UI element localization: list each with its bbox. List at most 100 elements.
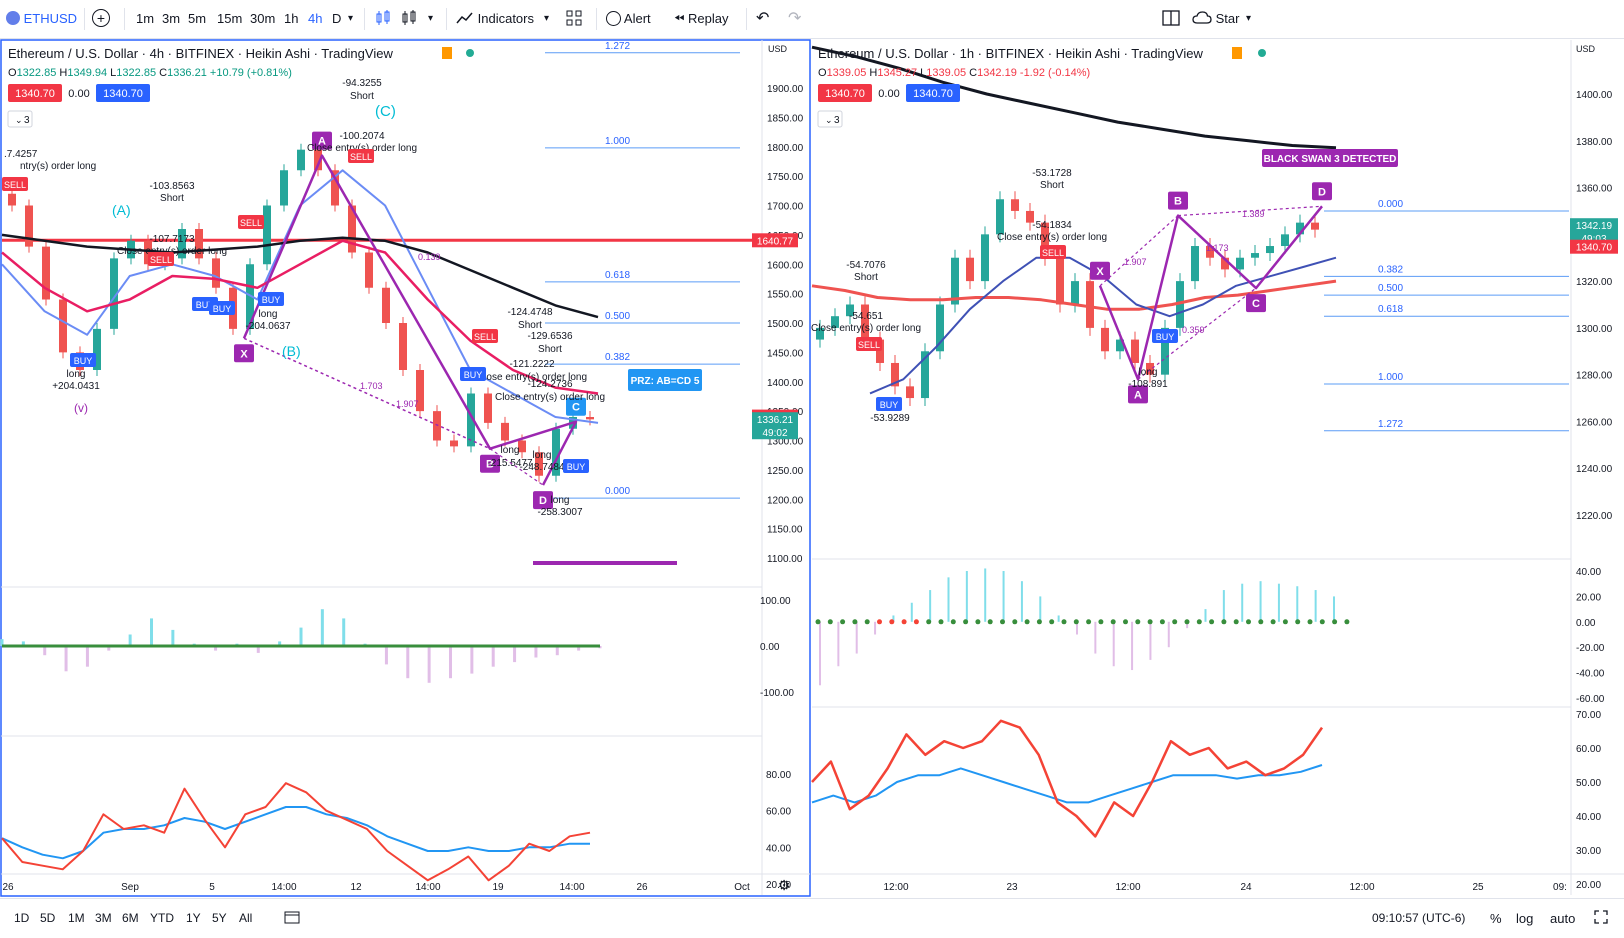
- range-6m[interactable]: 6M: [122, 911, 139, 925]
- left-signal-label: SELL: [350, 152, 372, 162]
- range-ytd[interactable]: YTD: [150, 911, 174, 925]
- indicators-button[interactable]: Indicators: [456, 0, 534, 38]
- layout-grid-icon[interactable]: [566, 0, 582, 38]
- star-dropdown-icon[interactable]: ▾: [1246, 13, 1252, 24]
- right-bid-button[interactable]: [818, 84, 872, 102]
- compare-add-button[interactable]: +: [92, 0, 110, 38]
- layout-split-icon[interactable]: [1162, 0, 1180, 38]
- right-oscillator-pane[interactable]: 40.00 20.00 0.00 -20.00 -40.00 -60.00: [815, 567, 1605, 705]
- left-candle: [246, 264, 254, 329]
- undo-icon[interactable]: ↶: [756, 10, 770, 27]
- left-fib-label: 1.000: [605, 136, 630, 147]
- right-fib-label: 0.500: [1378, 283, 1403, 294]
- indicators-dropdown-icon[interactable]: ▾: [544, 13, 550, 24]
- timeframe-15m[interactable]: 15m: [217, 11, 243, 26]
- bottom-toolbar: 1D 5D 1M 3M 6M YTD 1Y 5Y All 09:10:57 (UTC-6) % …: [0, 898, 1624, 938]
- range-3m[interactable]: 3M: [95, 911, 112, 925]
- chart-type-dropdown-icon[interactable]: ▾: [428, 13, 434, 24]
- right-price-tag: [1570, 239, 1618, 254]
- right-rsi-tick: 70.00: [1576, 710, 1601, 721]
- range-1y[interactable]: 1Y: [186, 911, 201, 925]
- right-legend-toggle[interactable]: [817, 110, 843, 128]
- timeframe-1h[interactable]: 1h: [284, 11, 299, 26]
- right-rsi-pane[interactable]: 70.00 60.00 50.00 40.00 30.00 20.00: [811, 710, 1601, 891]
- left-candle: [314, 149, 322, 171]
- right-fib-label: 0.000: [1378, 199, 1403, 210]
- right-main-pane[interactable]: 1400.001380.001360.001340.001320.001300.…: [811, 45, 1618, 893]
- timeframe-1m[interactable]: 1m: [136, 11, 155, 26]
- timeframe-dropdown-icon[interactable]: ▾: [348, 13, 354, 24]
- range-1d[interactable]: 1D: [14, 911, 30, 925]
- left-trade-annotation: -215.5477: [487, 458, 532, 469]
- timeframe-5m[interactable]: 5m: [188, 11, 207, 26]
- timeframe-4h[interactable]: 4h: [308, 11, 323, 26]
- left-fib-label: 0.382: [605, 352, 630, 363]
- bar-style-candles-icon[interactable]: [374, 0, 392, 38]
- charts-canvas[interactable]: 1900.001850.001800.001750.001700.001650.…: [0, 39, 1624, 897]
- symbol-search-button[interactable]: ETHUSD: [6, 0, 77, 38]
- right-ask-button[interactable]: [906, 84, 960, 102]
- left-fib-label: 1.272: [605, 41, 630, 52]
- timeframe-3m[interactable]: 3m: [162, 11, 181, 26]
- right-osc-dot: [1110, 619, 1116, 625]
- log-toggle[interactable]: log: [1516, 911, 1534, 926]
- auto-toggle[interactable]: auto: [1550, 911, 1576, 926]
- settings-gear-icon[interactable]: ⚙: [778, 877, 791, 893]
- right-trade-annotation: -53.9289: [870, 413, 910, 424]
- timeframe-d[interactable]: D: [332, 11, 342, 26]
- left-signal-label: BUY: [196, 300, 215, 310]
- right-candle: [1161, 327, 1169, 375]
- right-time-tick: 12:00: [1115, 882, 1140, 893]
- range-5d[interactable]: 5D: [40, 911, 56, 925]
- right-trade-annotation: long: [1139, 367, 1158, 378]
- right-osc-dot: [1184, 619, 1190, 625]
- right-currency-label[interactable]: USD: [1576, 44, 1596, 54]
- left-price-tag: [752, 412, 798, 427]
- right-price-tick: 1260.00: [1576, 417, 1613, 428]
- goto-date-icon[interactable]: [284, 899, 300, 938]
- left-signal-marker: [70, 353, 96, 367]
- percent-toggle[interactable]: %: [1490, 911, 1502, 926]
- left-bid-button[interactable]: [8, 84, 62, 102]
- right-ohlc: O1339.05 H1345.27 L1339.05 C1342.19 -1.9…: [818, 67, 1090, 79]
- right-osc-dot: [1123, 619, 1128, 625]
- redo-icon[interactable]: ↷: [788, 10, 802, 27]
- alert-button[interactable]: Alert: [606, 0, 651, 38]
- left-signal-label: BUY: [213, 304, 232, 314]
- chart-type-heikin-icon[interactable]: [400, 0, 418, 38]
- clock-timezone[interactable]: 09:10:57 (UTC-6): [1372, 911, 1466, 925]
- left-signal-marker: [2, 177, 28, 191]
- range-1m[interactable]: 1M: [68, 911, 85, 925]
- left-ask-button[interactable]: [96, 84, 150, 102]
- left-trade-annotation: long: [551, 495, 570, 506]
- left-oscillator-pane[interactable]: 100.00 0.00 -100.00: [0, 596, 794, 699]
- chart-workspace[interactable]: 1900.001850.001800.001750.001700.001650.…: [0, 39, 1624, 897]
- right-osc-dot: [1233, 619, 1239, 625]
- right-signal-label: SELL: [858, 340, 880, 350]
- range-5y[interactable]: 5Y: [212, 911, 227, 925]
- right-candle: [1206, 246, 1214, 258]
- left-main-pane[interactable]: 1900.001850.001800.001750.001700.001650.…: [1, 41, 804, 893]
- left-currency-label[interactable]: USD: [768, 44, 788, 54]
- right-osc-dot: [987, 619, 993, 625]
- left-price-tick: 1450.00: [767, 348, 804, 359]
- left-pattern-bd-dotted: [489, 448, 544, 486]
- left-legend-toggle[interactable]: [7, 110, 33, 128]
- fullscreen-icon[interactable]: [1594, 899, 1608, 938]
- left-wave-label: (C): [375, 103, 396, 120]
- right-price-tick: 1360.00: [1576, 184, 1613, 195]
- left-pattern-point-marker: [480, 454, 500, 473]
- star-label: Star: [1215, 11, 1240, 26]
- star-layout-button[interactable]: Star: [1192, 0, 1239, 38]
- left-rsi-pane[interactable]: 80.00 60.00 40.00 20.00: [1, 770, 791, 891]
- left-bid-label: 1340.70: [15, 88, 55, 100]
- left-trade-annotation: Close entry(s) order long: [477, 372, 587, 383]
- left-time-tick: Sep: [121, 882, 139, 893]
- timeframe-30m[interactable]: 30m: [250, 11, 276, 26]
- replay-button[interactable]: ⏪︎ Replay: [674, 0, 729, 38]
- left-candle: [365, 252, 373, 288]
- left-chart-title: Ethereum / U.S. Dollar · 4h · BITFINEX ·…: [8, 46, 393, 61]
- left-legend-chevron-icon: ⌄: [15, 115, 23, 125]
- right-candle: [1296, 222, 1304, 235]
- range-all[interactable]: All: [239, 911, 253, 925]
